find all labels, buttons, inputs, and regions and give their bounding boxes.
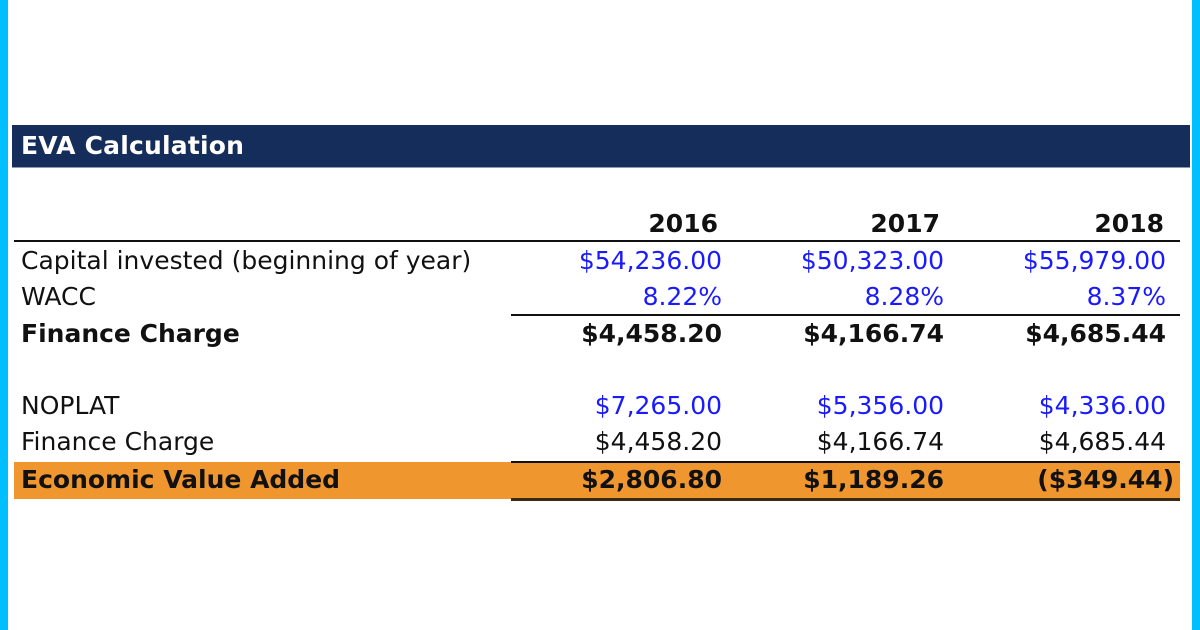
section-title: EVA Calculation [21, 131, 245, 160]
cell-2016: $7,265.00 [594, 391, 722, 420]
left-frame-border [0, 0, 8, 630]
table-row-finance-charge-total: Finance Charge $4,458.20 $4,166.74 $4,68… [14, 316, 1180, 352]
year-header-2017: 2017 [870, 209, 940, 238]
year-header-row: 2016 2017 2018 [14, 206, 1180, 242]
cell-2018: 8.37% [1086, 282, 1166, 311]
cell-2017: $5,356.00 [816, 391, 944, 420]
cell-2018: $4,336.00 [1038, 391, 1166, 420]
year-header-2016: 2016 [648, 209, 718, 238]
table-row-wacc: WACC 8.22% 8.28% 8.37% [14, 279, 1180, 315]
cell-2017: $50,323.00 [800, 246, 944, 275]
total-double-underline [511, 498, 1180, 501]
row-label: Finance Charge [21, 319, 240, 348]
right-frame-border [1192, 0, 1200, 630]
cell-2018: ($349.44) [1037, 465, 1174, 494]
cell-2018: $4,685.44 [1025, 319, 1166, 348]
subtotal-line [511, 314, 1180, 316]
cell-2018: $4,685.44 [1038, 427, 1166, 456]
cell-2017: $1,189.26 [803, 465, 944, 494]
row-label: NOPLAT [21, 391, 120, 420]
cell-2016: $2,806.80 [581, 465, 722, 494]
cell-2018: $55,979.00 [1022, 246, 1166, 275]
row-label: Capital invested (beginning of year) [21, 246, 472, 275]
total-top-line [511, 461, 1180, 463]
table-row-economic-value-added: Economic Value Added $2,806.80 $1,189.26… [14, 462, 1180, 499]
cell-2016: $54,236.00 [578, 246, 722, 275]
cell-2016: $4,458.20 [594, 427, 722, 456]
row-label: WACC [21, 282, 96, 311]
table-row-capital-invested: Capital invested (beginning of year) $54… [14, 243, 1180, 279]
table-row-noplat: NOPLAT $7,265.00 $5,356.00 $4,336.00 [14, 388, 1180, 424]
cell-2016: 8.22% [642, 282, 722, 311]
year-header-2018: 2018 [1094, 209, 1164, 238]
cell-2017: 8.28% [864, 282, 944, 311]
header-underline [14, 240, 1180, 242]
table-row-finance-charge: Finance Charge $4,458.20 $4,166.74 $4,68… [14, 424, 1180, 460]
row-label: Economic Value Added [21, 465, 341, 494]
row-label: Finance Charge [21, 427, 215, 456]
section-title-bar: EVA Calculation [12, 125, 1190, 168]
cell-2017: $4,166.74 [803, 319, 944, 348]
cell-2017: $4,166.74 [816, 427, 944, 456]
cell-2016: $4,458.20 [581, 319, 722, 348]
